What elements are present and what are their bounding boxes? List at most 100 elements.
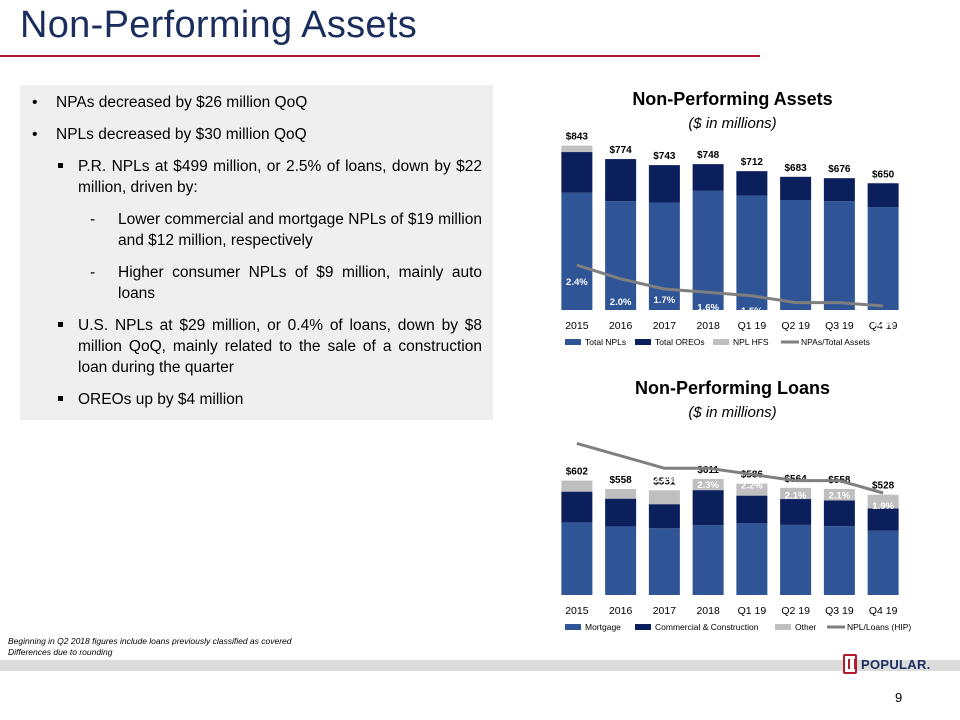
bar-segment-commercial-construction (648, 504, 680, 529)
sub-bullet-text: OREOs up by $4 million (78, 391, 244, 408)
legend-label: NPL/Loans (HIP) (847, 622, 911, 632)
ratio-line (576, 441, 884, 495)
bullet-item: • NPLs decreased by $30 million QoQ (30, 124, 482, 145)
bar-total-label: $551 (653, 476, 676, 487)
square-bullet-icon (58, 322, 63, 327)
bar-segment-other (823, 488, 855, 501)
bar-segment-total-npls (605, 201, 637, 310)
bar-segment-total-npls (823, 201, 855, 310)
x-tick-label: 2016 (609, 605, 633, 617)
sub-bullet-item: P.R. NPLs at $499 million, or 2.5% of lo… (30, 156, 482, 198)
x-tick-label: Q3 19 (825, 605, 854, 617)
bar-segment-mortgage (605, 526, 637, 595)
bar-segment-commercial-construction (692, 490, 724, 526)
popular-logo: POPULAR. (843, 654, 931, 674)
bar-segment-mortgage (692, 525, 724, 595)
summary-bullets: • NPAs decreased by $26 million QoQ • NP… (30, 92, 482, 421)
legend-label: Mortgage (585, 622, 621, 632)
ratio-data-label: 1.9% (872, 501, 894, 512)
x-tick-label: Q1 19 (738, 320, 767, 332)
bar-segment-commercial-construction (780, 499, 812, 525)
bar-segment-other (561, 480, 593, 492)
legend-swatch (775, 624, 791, 630)
sub-bullet-item: U.S. NPLs at $29 million, or 0.4% of loa… (30, 315, 482, 378)
bar-segment-commercial-construction (561, 491, 593, 523)
ratio-data-label: 2.0% (610, 297, 632, 308)
bar-segment-total-oreos (780, 176, 812, 201)
sub-bullet-text: U.S. NPLs at $29 million, or 0.4% of loa… (78, 317, 482, 376)
bar-segment-total-npls (780, 200, 812, 310)
x-tick-label: Q2 19 (781, 320, 810, 332)
dash-text: Lower commercial and mortgage NPLs of $1… (118, 211, 482, 249)
ratio-data-label: 2.2% (741, 480, 763, 491)
bar-segment-other (692, 478, 724, 491)
x-tick-label: 2015 (565, 605, 589, 617)
title-divider (0, 55, 760, 57)
ratio-line (576, 263, 884, 308)
bullet-item: • NPAs decreased by $26 million QoQ (30, 92, 482, 113)
bar-total-label: $650 (872, 169, 895, 180)
bar-total-label: $676 (828, 164, 851, 175)
bar-segment-total-oreos (867, 183, 899, 208)
dash-item: - Lower commercial and mortgage NPLs of … (30, 209, 482, 251)
bar-total-label: $712 (741, 157, 764, 168)
legend-swatch (635, 339, 651, 345)
bullet-text: NPLs decreased by $30 million QoQ (56, 126, 307, 143)
ratio-data-label: 1.7% (654, 295, 676, 306)
legend-swatch (565, 339, 581, 345)
legend-label: Total NPLs (585, 337, 626, 347)
summary-panel (20, 85, 493, 420)
bar-segment-other (648, 490, 680, 505)
x-tick-label: Q4 19 (869, 320, 898, 332)
ratio-data-label: 2.4% (566, 277, 588, 288)
bullet-text: NPAs decreased by $26 million QoQ (56, 94, 308, 111)
bar-segment-other (605, 488, 637, 499)
bar-segment-total-npls (648, 202, 680, 310)
sub-bullet-text: P.R. NPLs at $499 million, or 2.5% of lo… (78, 158, 482, 196)
bar-segment-total-oreos (561, 152, 593, 193)
legend-label: NPAs/Total Assets (801, 337, 870, 347)
x-tick-label: Q3 19 (825, 320, 854, 332)
page-title: Non-Performing Assets (20, 4, 418, 46)
ratio-data-label: 2.1% (785, 491, 807, 502)
square-bullet-icon (58, 396, 63, 401)
bar-segment-mortgage (867, 530, 899, 595)
ratio-data-label: 2.3% (697, 480, 719, 491)
bar-total-label: $602 (566, 467, 589, 478)
legend-label: Total OREOs (655, 337, 705, 347)
x-tick-label: 2018 (696, 320, 720, 332)
bar-segment-total-oreos (736, 171, 768, 196)
bar-segment-total-npls (736, 195, 768, 310)
legend-label: NPL HFS (733, 337, 769, 347)
bar-total-label: $558 (610, 475, 633, 486)
dash-bullet-icon: - (90, 264, 96, 281)
bar-total-label: $774 (610, 145, 633, 156)
ratio-data-label: 2.3% (654, 474, 676, 485)
npa-chart-subtitle: ($ in millions) (688, 115, 777, 132)
npa-chart-title: Non-Performing Assets (632, 89, 833, 109)
footnote-rounding: Differences due to rounding (8, 647, 113, 657)
bullet-dot-icon: • (32, 126, 38, 143)
x-tick-label: Q4 19 (869, 605, 898, 617)
bar-total-label: $683 (785, 163, 808, 174)
x-tick-label: 2017 (653, 605, 677, 617)
x-tick-label: 2017 (653, 320, 677, 332)
npl-chart-subtitle: ($ in millions) (688, 404, 777, 421)
bar-segment-commercial-construction (736, 495, 768, 524)
bar-segment-commercial-construction (823, 500, 855, 527)
footnote-covered-loans: Beginning in Q2 2018 figures include loa… (8, 636, 292, 646)
square-bullet-icon (58, 163, 63, 168)
page-number: 9 (895, 690, 903, 705)
bar-segment-mortgage (736, 523, 768, 595)
x-tick-label: 2016 (609, 320, 633, 332)
ratio-data-label: 1.5% (741, 306, 763, 317)
ratio-data-label: 1.6% (697, 302, 719, 313)
bar-total-label: $748 (697, 150, 720, 161)
bar-total-label: $843 (566, 132, 589, 143)
ratio-data-label: 1.3% (829, 313, 851, 324)
bar-segment-commercial-construction (867, 508, 899, 531)
x-tick-label: Q2 19 (781, 605, 810, 617)
dash-text: Higher consumer NPLs of $9 million, main… (118, 264, 482, 302)
ratio-data-label: 2.1% (829, 491, 851, 502)
